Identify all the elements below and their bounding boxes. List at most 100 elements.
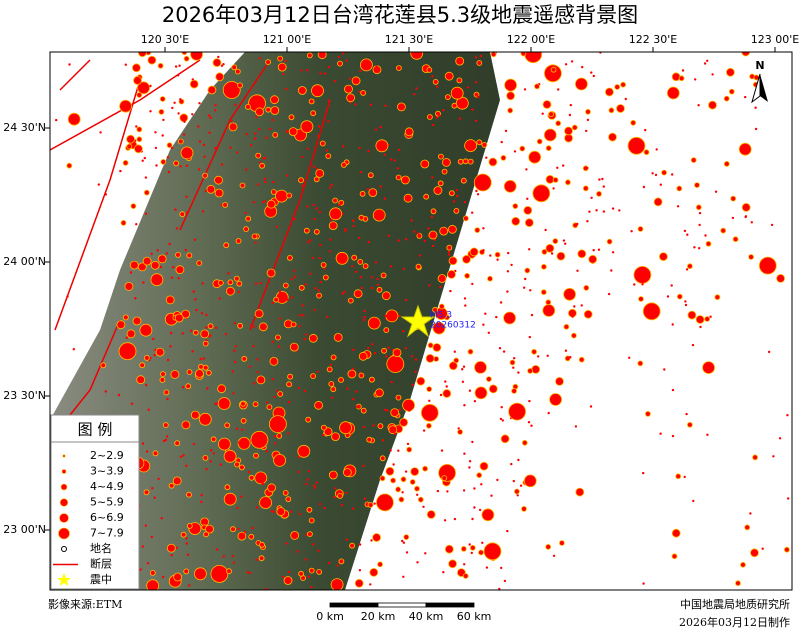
- scale-label: 60 km: [457, 610, 492, 623]
- earthquake-dot: [330, 183, 333, 187]
- earthquake-dot: [498, 347, 502, 350]
- earthquake-dot: [174, 313, 184, 323]
- earthquake-dot: [618, 209, 621, 212]
- earthquake-dot: [389, 158, 393, 161]
- earthquake-dot: [285, 130, 289, 134]
- earthquake-dot: [355, 405, 359, 408]
- scale-segment: [425, 602, 475, 608]
- earthquake-dot: [527, 475, 530, 478]
- epicenter-magnitude: M5.3: [430, 311, 452, 321]
- earthquake-dot: [526, 197, 529, 200]
- earthquake-dot: [266, 401, 269, 404]
- earthquake-dot: [383, 153, 386, 156]
- earthquake-dot: [585, 129, 588, 133]
- earthquake-dot: [488, 157, 498, 167]
- earthquake-dot: [338, 203, 341, 207]
- earthquake-dot: [313, 228, 320, 235]
- earthquake-dot: [162, 118, 165, 122]
- earthquake-dot: [678, 75, 685, 82]
- earthquake-dot: [235, 238, 242, 244]
- earthquake-dot: [504, 129, 508, 133]
- earthquake-dot: [564, 242, 567, 245]
- earthquake-dot: [448, 256, 458, 266]
- earthquake-dot: [322, 274, 329, 281]
- earthquake-dot: [286, 298, 289, 301]
- earthquake-dot: [304, 558, 307, 561]
- earthquake-dot: [205, 326, 208, 329]
- earthquake-dot: [227, 272, 230, 275]
- institute: 中国地震局地质研究所: [680, 597, 790, 611]
- earthquake-dot: [329, 363, 333, 366]
- earthquake-dot: [248, 474, 255, 481]
- earthquake-dot: [170, 554, 173, 557]
- earthquake-dot: [175, 227, 179, 230]
- earthquake-dot: [470, 551, 473, 555]
- earthquake-dot: [165, 252, 168, 255]
- earthquake-dot: [133, 144, 143, 154]
- earthquake-dot: [556, 251, 566, 261]
- earthquake-dot: [130, 402, 134, 405]
- earthquake-dot: [661, 169, 667, 176]
- earthquake-dot: [275, 189, 288, 203]
- earthquake-dot: [308, 98, 315, 105]
- earthquake-dot: [577, 249, 587, 259]
- earthquake-dot: [637, 226, 644, 232]
- earthquake-dot: [271, 301, 274, 305]
- earthquake-dot: [352, 224, 355, 228]
- earthquake-dot: [601, 177, 604, 181]
- earthquake-dot: [473, 487, 476, 490]
- earthquake-dot: [381, 439, 385, 442]
- earthquake-dot: [197, 125, 200, 128]
- earthquake-dot: [293, 275, 297, 278]
- earthquake-dot: [524, 52, 543, 64]
- earthquake-dot: [633, 283, 636, 286]
- earthquake-dot: [204, 189, 208, 193]
- earthquake-dot: [481, 541, 484, 544]
- earthquake-dot: [397, 239, 400, 242]
- earthquake-dot: [234, 345, 237, 348]
- earthquake-dot: [319, 243, 322, 247]
- earthquake-dot: [320, 424, 327, 431]
- earthquake-dot: [524, 218, 534, 228]
- earthquake-dot: [333, 80, 337, 83]
- earthquake-dot: [298, 324, 301, 328]
- earthquake-dot: [157, 477, 160, 481]
- earthquake-dot: [468, 389, 472, 392]
- earthquake-dot: [501, 419, 504, 422]
- earthquake-dot: [248, 571, 252, 575]
- earthquake-dot: [482, 323, 485, 326]
- earthquake-dot: [271, 378, 274, 381]
- earthquake-dot: [181, 386, 185, 389]
- earthquake-dot: [230, 526, 236, 533]
- earthquake-dot: [306, 531, 313, 537]
- earthquake-dot: [754, 127, 758, 131]
- earthquake-dot: [359, 58, 373, 72]
- earthquake-dot: [185, 164, 189, 167]
- land-image: [50, 52, 500, 590]
- earthquake-dot: [252, 201, 255, 204]
- earthquake-dot: [120, 219, 127, 226]
- earthquake-dot: [778, 437, 782, 440]
- earthquake-dot: [179, 98, 182, 101]
- earthquake-dot: [404, 347, 408, 350]
- earthquake-dot: [447, 253, 451, 256]
- earthquake-dot: [202, 172, 209, 179]
- earthquake-dot: [731, 216, 735, 220]
- earthquake-dot: [173, 101, 176, 105]
- earthquake-dot: [255, 107, 264, 117]
- earthquake-dot: [552, 554, 556, 557]
- earthquake-dot: [496, 478, 499, 482]
- earthquake-dot: [473, 173, 492, 192]
- earthquake-dot: [251, 233, 258, 240]
- earthquake-dot: [317, 134, 320, 138]
- earthquake-dot: [475, 189, 478, 193]
- earthquake-dot: [519, 484, 523, 487]
- earthquake-dot: [513, 150, 517, 153]
- earthquake-dot: [184, 248, 187, 252]
- earthquake-dot: [363, 315, 366, 319]
- earthquake-dot: [698, 247, 701, 250]
- earthquake-dot: [498, 587, 501, 590]
- earthquake-dot: [663, 368, 666, 371]
- earthquake-dot: [329, 238, 332, 241]
- earthquake-dot: [427, 342, 434, 349]
